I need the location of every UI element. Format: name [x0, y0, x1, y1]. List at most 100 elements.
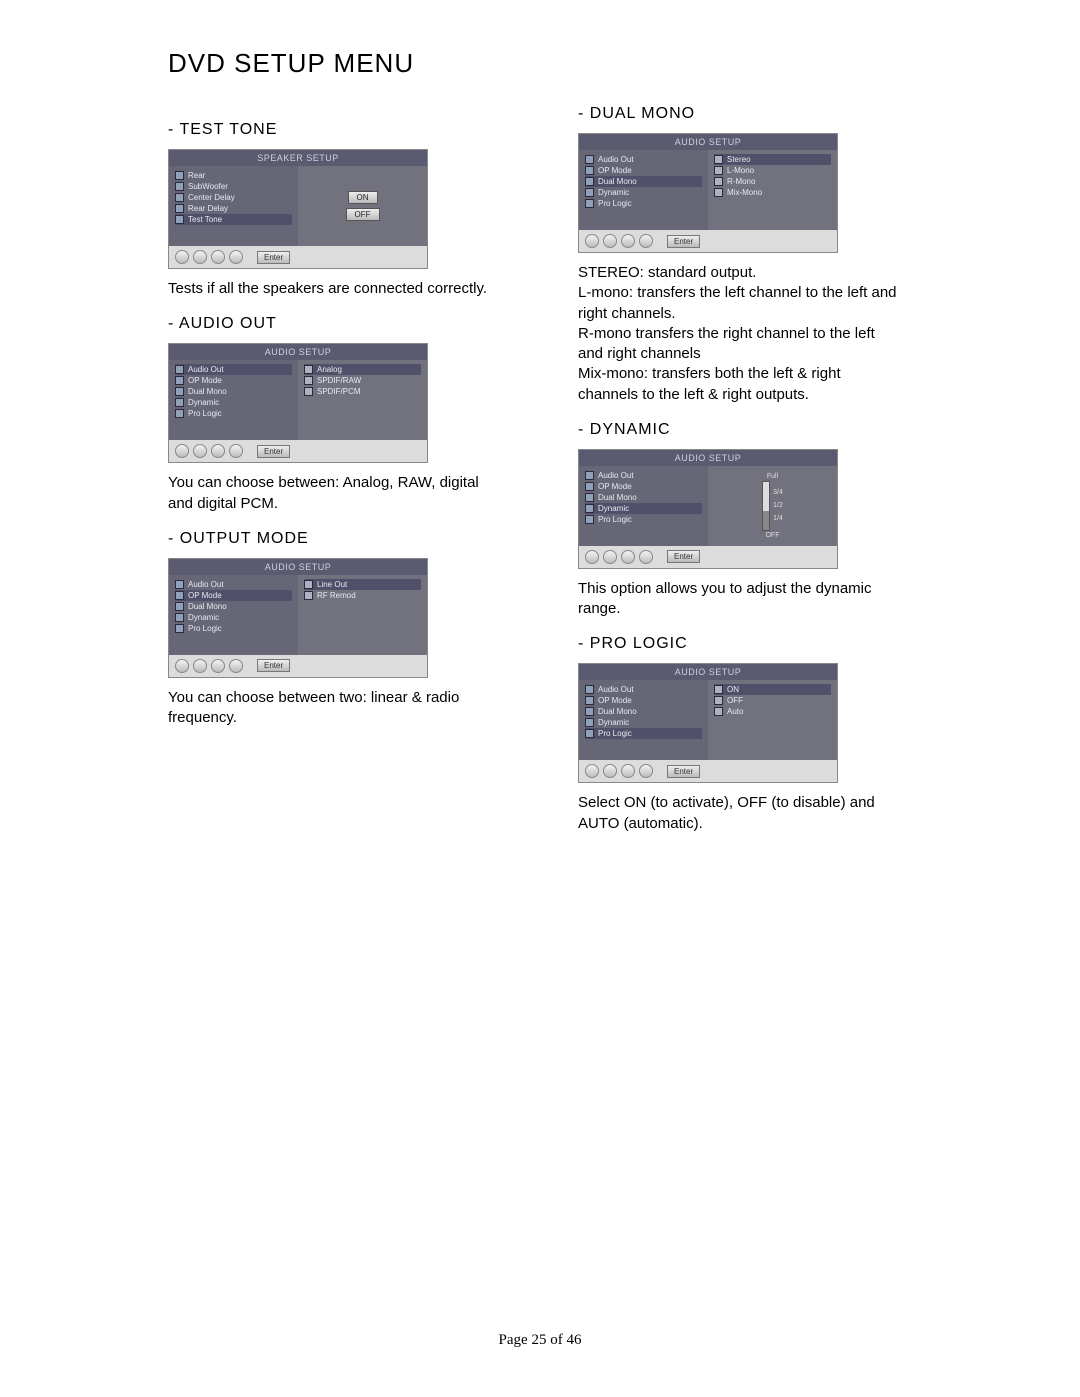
option-bullet-icon	[714, 188, 723, 197]
menu-item: Dynamic	[585, 503, 702, 514]
menu-list: Audio OutOP ModeDual MonoDynamicPro Logi…	[579, 466, 708, 546]
screenshot-title-bar: AUDIO SETUP	[169, 344, 427, 360]
enter-button: Enter	[257, 659, 290, 672]
option-item: SPDIF/RAW	[304, 375, 421, 386]
menu-item: Dynamic	[585, 717, 702, 728]
nav-circle-icon	[175, 250, 189, 264]
option-item-label: L-Mono	[727, 166, 754, 175]
menu-bullet-icon	[175, 398, 184, 407]
menu-item: Audio Out	[585, 684, 702, 695]
screenshot-footer: Enter	[169, 655, 427, 677]
menu-item-label: Dynamic	[598, 188, 629, 197]
menu-bullet-icon	[585, 696, 594, 705]
option-bullet-icon	[304, 580, 313, 589]
screenshot-title-bar: AUDIO SETUP	[579, 450, 837, 466]
menu-item: OP Mode	[585, 165, 702, 176]
heading-test-tone: - TEST TONE	[168, 121, 518, 139]
option-bullet-icon	[304, 387, 313, 396]
menu-bullet-icon	[585, 707, 594, 716]
menu-item-label: Dual Mono	[598, 707, 637, 716]
menu-bullet-icon	[585, 471, 594, 480]
menu-item-label: OP Mode	[598, 696, 632, 705]
menu-bullet-icon	[175, 376, 184, 385]
option-item: SPDIF/PCM	[304, 386, 421, 397]
enter-button: Enter	[667, 550, 700, 563]
option-item: Stereo	[714, 154, 831, 165]
nav-circle-icon	[621, 764, 635, 778]
menu-bullet-icon	[175, 613, 184, 622]
menu-item-label: OP Mode	[598, 166, 632, 175]
menu-options: Line OutRF Remod	[298, 575, 427, 655]
scale-label: 1/4	[773, 515, 783, 522]
menu-item: Dynamic	[585, 187, 702, 198]
nav-circle-icon	[211, 250, 225, 264]
scale-label-off: OFF	[765, 532, 779, 539]
screenshot-footer: Enter	[579, 230, 837, 252]
screenshot-pro-logic: AUDIO SETUP Audio OutOP ModeDual MonoDyn…	[578, 663, 838, 783]
menu-list: Audio OutOP ModeDual MonoDynamicPro Logi…	[579, 150, 708, 230]
menu-item-label: Pro Logic	[598, 199, 632, 208]
enter-button: Enter	[667, 235, 700, 248]
screenshot-footer: Enter	[579, 546, 837, 568]
menu-item: Dual Mono	[585, 492, 702, 503]
screenshot-footer: Enter	[579, 760, 837, 782]
option-item-label: Stereo	[727, 155, 751, 164]
scale-label: 3/4	[773, 489, 783, 496]
nav-circle-icon	[229, 250, 243, 264]
screenshot-footer: Enter	[169, 246, 427, 268]
menu-item: Pro Logic	[585, 198, 702, 209]
menu-item-label: Audio Out	[598, 685, 634, 694]
menu-bullet-icon	[175, 580, 184, 589]
heading-dynamic: - DYNAMIC	[578, 421, 928, 439]
menu-bullet-icon	[585, 729, 594, 738]
nav-circle-icon	[193, 659, 207, 673]
nav-circle-icon	[603, 234, 617, 248]
nav-circle-icon	[639, 234, 653, 248]
enter-button: Enter	[257, 445, 290, 458]
menu-bullet-icon	[175, 215, 184, 224]
option-bullet-icon	[714, 707, 723, 716]
option-bullet-icon	[714, 685, 723, 694]
menu-bullet-icon	[175, 409, 184, 418]
option-item-label: R-Mono	[727, 177, 755, 186]
menu-bullet-icon	[585, 504, 594, 513]
menu-bullet-icon	[585, 188, 594, 197]
menu-item-label: Audio Out	[188, 365, 224, 374]
nav-circle-icon	[193, 250, 207, 264]
menu-bullet-icon	[585, 199, 594, 208]
menu-bullet-icon	[585, 166, 594, 175]
nav-circle-icon	[193, 444, 207, 458]
option-item: Analog	[304, 364, 421, 375]
menu-item-label: Audio Out	[598, 155, 634, 164]
menu-item-label: Pro Logic	[188, 409, 222, 418]
scale-label: 1/2	[773, 502, 783, 509]
menu-item: Test Tone	[175, 214, 292, 225]
option-item-label: Auto	[727, 707, 743, 716]
caption-audio-out: You can choose between: Analog, RAW, dig…	[168, 473, 488, 514]
menu-item: Dual Mono	[585, 706, 702, 717]
nav-circle-icon	[229, 444, 243, 458]
menu-bullet-icon	[585, 718, 594, 727]
menu-item-label: Dynamic	[188, 398, 219, 407]
menu-item-label: Dynamic	[598, 504, 629, 513]
menu-item: Center Delay	[175, 192, 292, 203]
option-item-label: SPDIF/RAW	[317, 376, 361, 385]
option-bullet-icon	[714, 155, 723, 164]
off-button: OFF	[346, 208, 380, 221]
nav-circle-icon	[585, 234, 599, 248]
caption-dynamic: This option allows you to adjust the dyn…	[578, 579, 898, 620]
option-item-label: SPDIF/PCM	[317, 387, 361, 396]
menu-bullet-icon	[585, 515, 594, 524]
enter-button: Enter	[257, 251, 290, 264]
menu-options: Full 3/4 1/2 1/4 OFF	[708, 466, 837, 546]
menu-item: Dynamic	[175, 397, 292, 408]
menu-item: Audio Out	[585, 470, 702, 481]
caption-test-tone: Tests if all the speakers are connected …	[168, 279, 488, 299]
option-item-label: ON	[727, 685, 739, 694]
menu-item-label: Audio Out	[188, 580, 224, 589]
menu-bullet-icon	[585, 482, 594, 491]
heading-pro-logic: - PRO LOGIC	[578, 635, 928, 653]
option-item: Auto	[714, 706, 831, 717]
option-item: RF Remod	[304, 590, 421, 601]
nav-circle-icon	[175, 444, 189, 458]
